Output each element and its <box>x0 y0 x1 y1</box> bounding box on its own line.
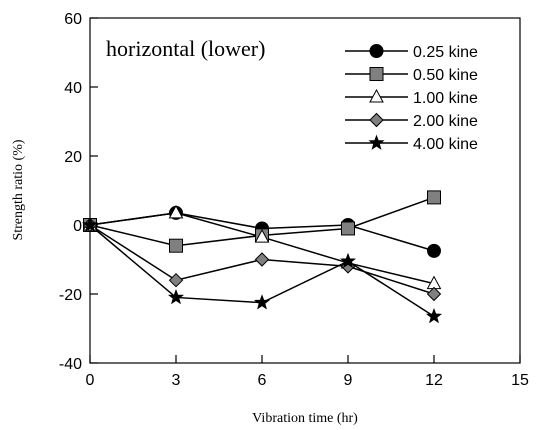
legend-marker-1-00-kine <box>369 88 384 103</box>
legend-marker-0-25-kine <box>369 44 384 58</box>
data-point-0-25-kine <box>427 243 441 258</box>
legend-label-2-00-kine: 2.00 kine <box>413 113 478 130</box>
data-point-4-00-kine <box>81 216 99 232</box>
y-axis-label: Strength ratio (%) <box>11 139 26 240</box>
series-markers <box>81 190 443 324</box>
chart-title: horizontal (lower) <box>106 36 265 61</box>
data-point-4-00-kine <box>339 252 357 269</box>
x-tick-label: 12 <box>425 372 443 389</box>
data-point-4-00-kine <box>253 294 271 310</box>
y-tick-label: 0 <box>73 218 82 235</box>
data-point-2-00-kine <box>254 252 270 267</box>
x-tick-label: 15 <box>511 372 529 389</box>
legend-marker-4-00-kine <box>368 134 385 150</box>
y-tick-label: 20 <box>64 149 82 166</box>
data-point-0-50-kine <box>169 238 183 253</box>
y-tick-label: -40 <box>59 356 82 373</box>
legend-label-0-25-kine: 0.25 kine <box>413 44 478 61</box>
data-point-1-00-kine <box>254 229 270 243</box>
x-axis-label: Vibration time (hr) <box>252 411 358 426</box>
data-point-4-00-kine <box>167 289 185 305</box>
y-tick-label: 60 <box>64 11 82 28</box>
legend: 0.25 kine 0.50 kine 1.00 kine 2.00 kine 4.00… <box>345 44 478 153</box>
legend-label-1-00-kine: 1.00 kine <box>413 90 478 107</box>
legend-marker-2-00-kine <box>369 112 384 128</box>
data-point-2-00-kine <box>426 286 442 302</box>
data-point-1-00-kine <box>168 204 184 219</box>
axis-ticks: 0 3 6 9 12 15 60 40 20 0 -20 -40 <box>59 11 529 389</box>
x-tick-label: 6 <box>258 372 267 389</box>
x-tick-label: 3 <box>172 372 181 389</box>
legend-label-4-00-kine: 4.00 kine <box>413 136 478 153</box>
x-tick-label: 0 <box>86 372 95 389</box>
data-point-0-50-kine <box>341 221 355 236</box>
data-point-2-00-kine <box>168 272 184 288</box>
legend-label-0-50-kine: 0.50 kine <box>413 67 478 84</box>
plot-frame <box>89 17 521 364</box>
y-tick-label: -20 <box>59 287 82 304</box>
legend-marker-0-50-kine <box>369 67 384 81</box>
data-point-0-50-kine <box>427 190 441 205</box>
x-tick-label: 9 <box>344 372 353 389</box>
y-tick-label: 40 <box>64 80 82 97</box>
data-point-4-00-kine <box>425 308 443 324</box>
